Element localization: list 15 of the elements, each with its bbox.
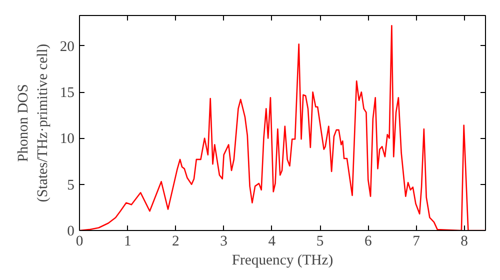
x-tick-label: 5 bbox=[316, 234, 324, 250]
x-tick-label: 8 bbox=[460, 234, 468, 250]
y-tick-label: 5 bbox=[67, 177, 74, 194]
x-tick-label: 3 bbox=[220, 234, 228, 250]
x-axis-title: Frequency (THz) bbox=[232, 252, 334, 268]
y-axis-title: Phonon DOS (States/THz·primitive cell) bbox=[16, 44, 51, 202]
x-tick-label: 2 bbox=[172, 234, 180, 250]
x-tick-label: 7 bbox=[412, 234, 420, 250]
x-tick-label: 1 bbox=[124, 234, 132, 250]
x-tick-label: 6 bbox=[364, 234, 372, 250]
y-tick-label: 10 bbox=[60, 131, 74, 148]
y-tick-label: 0 bbox=[67, 224, 74, 240]
x-tick-label: 4 bbox=[268, 234, 276, 250]
y-tick-label: 20 bbox=[60, 38, 74, 55]
y-tick-label: 15 bbox=[60, 85, 74, 102]
